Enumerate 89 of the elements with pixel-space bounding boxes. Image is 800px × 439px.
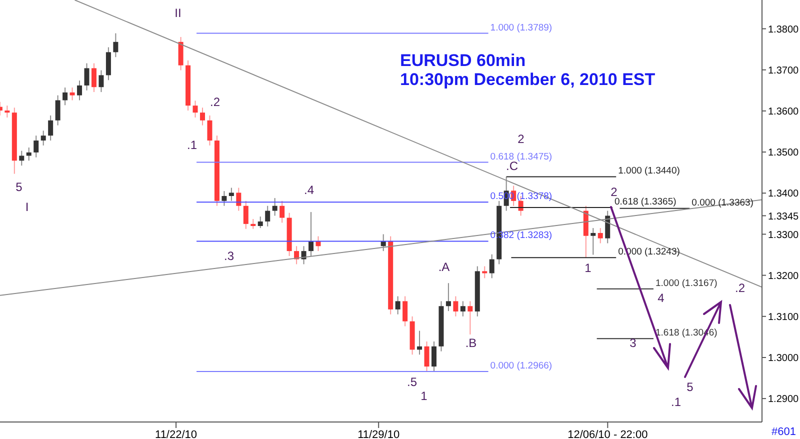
candlestick bbox=[228, 187, 234, 202]
candlestick bbox=[48, 114, 54, 142]
annotation: .2 bbox=[734, 281, 746, 296]
candlestick bbox=[380, 234, 386, 252]
candlestick bbox=[468, 300, 473, 335]
candlestick bbox=[34, 135, 39, 158]
y-tick-label: 1.3700 bbox=[768, 65, 800, 76]
series-label: 0.000 (1.3363) bbox=[692, 197, 754, 208]
candlestick bbox=[26, 147, 32, 162]
candlestick bbox=[91, 62, 96, 93]
candlestick bbox=[453, 296, 458, 317]
candlestick bbox=[84, 62, 90, 91]
annotation: 5 bbox=[16, 180, 23, 194]
candlestick bbox=[460, 300, 466, 317]
candlestick bbox=[4, 105, 10, 118]
text: #601 bbox=[772, 426, 796, 438]
y-tick-label: 1.3000 bbox=[768, 353, 800, 364]
candlestick bbox=[280, 200, 285, 224]
annotation: .5 bbox=[406, 375, 418, 390]
candlestick bbox=[265, 205, 270, 227]
annotation: II bbox=[174, 6, 182, 20]
candlestick bbox=[446, 282, 451, 312]
y-tick-label: 1.3345 bbox=[768, 211, 800, 222]
series-label: 1.000 (1.3440) bbox=[618, 166, 680, 177]
candlestick bbox=[113, 32, 118, 58]
candlestick bbox=[301, 246, 306, 265]
candlestick bbox=[402, 296, 408, 327]
candlestick bbox=[431, 340, 436, 372]
x-tick-label: 11/22/10 bbox=[155, 428, 198, 439]
candlestick bbox=[424, 340, 430, 372]
series-label: 1.000 (1.3789) bbox=[490, 22, 552, 34]
annotation: 2 bbox=[610, 185, 618, 200]
y-tick-label: 1.3600 bbox=[768, 106, 800, 118]
candlestick bbox=[272, 198, 278, 216]
candlestick bbox=[598, 228, 603, 244]
annotation: .B bbox=[465, 336, 477, 350]
candlestick bbox=[294, 246, 300, 265]
candlestick bbox=[258, 216, 263, 229]
series-label: 0.000 (1.2966) bbox=[490, 360, 552, 372]
candlestick bbox=[40, 130, 46, 146]
candlestick bbox=[207, 114, 212, 146]
y-tick-label: 1.3400 bbox=[768, 188, 800, 200]
candlestick bbox=[605, 210, 610, 244]
y-tick-label: 1.2900 bbox=[768, 394, 800, 406]
x-tick-label: 11/29/10 bbox=[358, 428, 400, 439]
candlestick bbox=[77, 80, 82, 101]
series-label: 0.618 (1.3365) bbox=[614, 196, 676, 208]
annotation: 3 bbox=[630, 336, 637, 350]
candlestick bbox=[417, 330, 422, 356]
annotation: 1 bbox=[420, 389, 428, 404]
annotation: .A bbox=[438, 260, 450, 274]
annotation: 4 bbox=[658, 291, 665, 306]
candlestick bbox=[590, 228, 596, 256]
annotation: 5 bbox=[686, 380, 694, 394]
y-tick-label: 1.3800 bbox=[768, 24, 800, 36]
y-tick-label: 1.3100 bbox=[768, 312, 800, 323]
candlestick bbox=[395, 296, 400, 315]
annotation: I bbox=[25, 200, 29, 214]
y-tick-label: 1.3200 bbox=[768, 270, 800, 282]
candlestick bbox=[70, 87, 75, 101]
series-label: 1.000 (1.3167) bbox=[655, 278, 718, 289]
annotation: 1 bbox=[584, 261, 592, 276]
candlestick bbox=[489, 254, 494, 279]
annotation: .1 bbox=[670, 395, 682, 410]
text: 10:30pm December 6, 2010 EST bbox=[400, 70, 656, 89]
candlestick bbox=[178, 36, 184, 71]
y-tick-label: 1.3300 bbox=[768, 230, 800, 241]
annotation: .4 bbox=[304, 183, 314, 198]
candlestick bbox=[200, 107, 205, 126]
annotation: .3 bbox=[224, 249, 234, 264]
candlestick bbox=[192, 100, 198, 118]
candlestick bbox=[55, 94, 60, 126]
candlestick bbox=[62, 87, 68, 106]
y-tick-label: 1.3500 bbox=[768, 148, 800, 159]
annotation: .1 bbox=[186, 138, 198, 152]
annotation: 2 bbox=[518, 132, 525, 146]
candlestick bbox=[106, 46, 111, 81]
candlestick bbox=[236, 187, 242, 212]
candlestick bbox=[222, 190, 227, 206]
candlestick bbox=[316, 236, 321, 252]
candlestick bbox=[98, 70, 104, 93]
candlestick bbox=[243, 200, 248, 230]
candlestick bbox=[19, 150, 24, 166]
text: EURUSD 60min bbox=[400, 51, 526, 70]
annotation: .2 bbox=[210, 95, 220, 110]
candlestick bbox=[308, 212, 314, 256]
candlestick bbox=[250, 218, 256, 230]
x-tick-label: 12/06/10 - 22:00 bbox=[568, 428, 648, 439]
candlestick bbox=[482, 266, 488, 279]
